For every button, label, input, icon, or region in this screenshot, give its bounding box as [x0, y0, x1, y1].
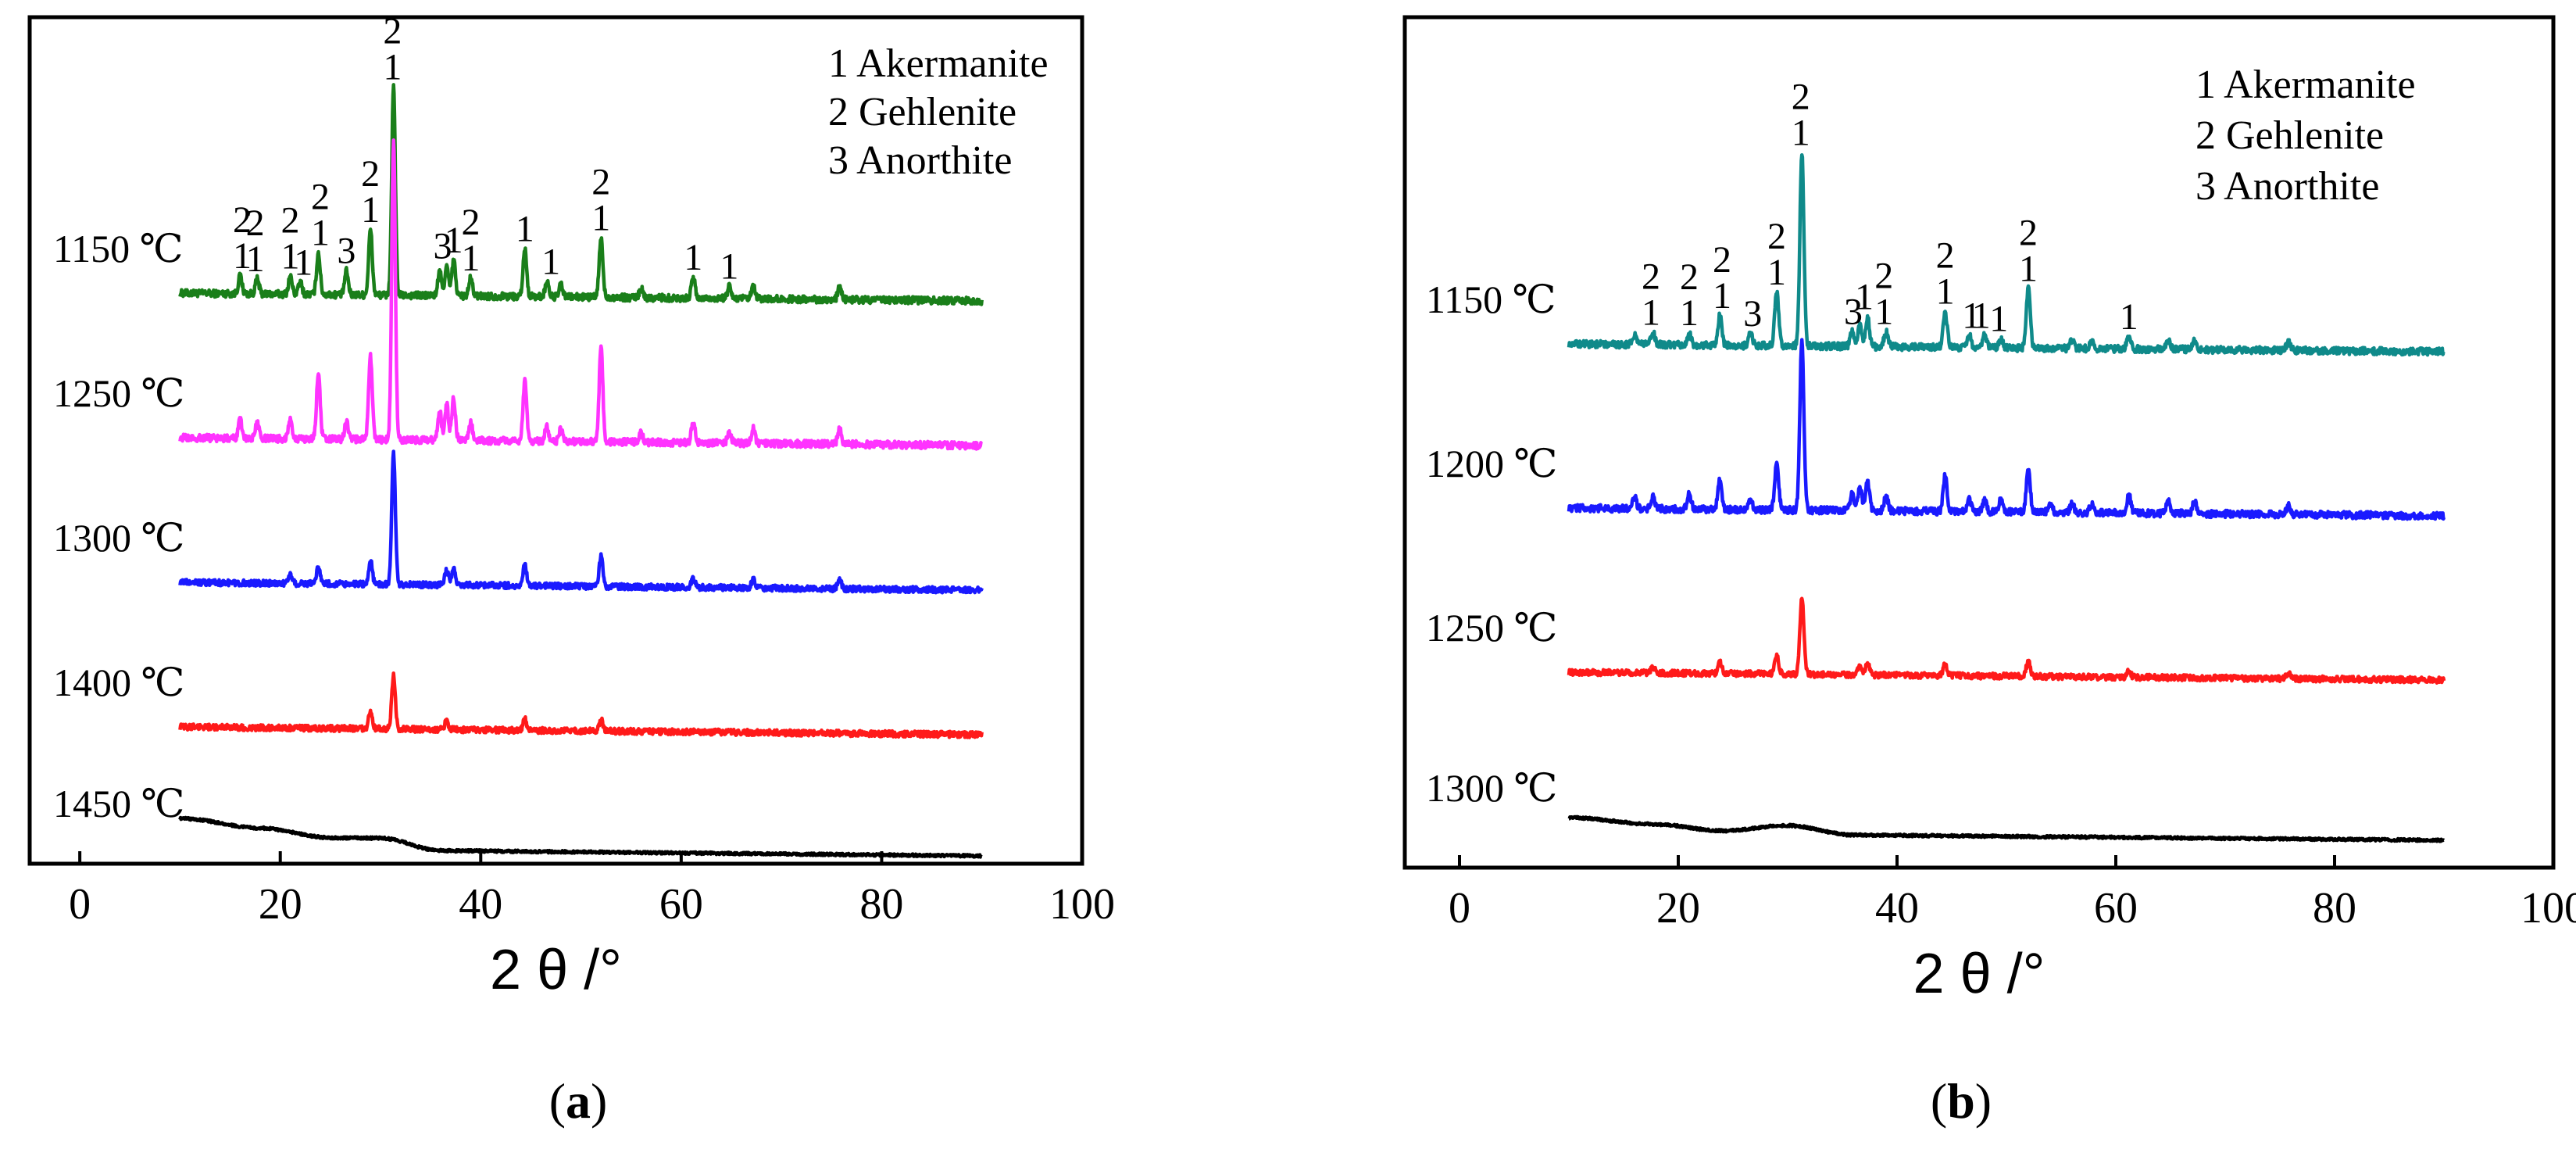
peak-annotation: 1 [1680, 292, 1699, 334]
peak-annotation: 1 [311, 213, 330, 254]
peak-annotation: 1 [1767, 252, 1786, 293]
series-line [178, 138, 984, 451]
peak-annotation: 1 [720, 246, 738, 288]
x-tick-label: 20 [259, 880, 302, 929]
peak-annotation: 1 [281, 236, 300, 277]
peak-annotation: 2 [383, 11, 402, 52]
peak-annotation: 3 [434, 225, 452, 267]
peak-annotation: 1 [541, 242, 560, 283]
series-line [1567, 596, 2446, 685]
peak-annotation: 1 [516, 209, 534, 250]
peak-annotation: 1 [246, 238, 265, 280]
x-tick-label: 60 [2094, 884, 2138, 933]
panel-b-caption: (b) [1931, 1073, 1992, 1129]
x-tick-label: 0 [69, 880, 91, 929]
peak-annotation: 2 [233, 199, 252, 241]
x-tick-label: 40 [459, 880, 502, 929]
x-axis-title: 2 θ /° [1913, 943, 2045, 1005]
panel-a-caption: (a) [549, 1073, 608, 1129]
peak-annotation: 1 [591, 197, 610, 238]
peak-annotation: 1 [1642, 292, 1660, 334]
peak-annotation: 2 [1680, 256, 1699, 298]
x-tick-label: 0 [1449, 884, 1470, 933]
series-line [1567, 152, 2446, 357]
peak-annotation: 1 [1713, 275, 1731, 317]
peak-annotation: 2 [1713, 239, 1731, 281]
peak-annotation: 2 [1792, 77, 1810, 118]
series-temperature-label: 1300 ℃ [53, 516, 184, 560]
legend-entry: 1 Akermanite [828, 41, 1049, 86]
legend-entry: 2 Gehlenite [2195, 113, 2384, 158]
peak-annotation: 2 [2019, 212, 2038, 253]
peak-annotation: 2 [361, 153, 380, 195]
peak-annotation: 1 [383, 47, 402, 88]
series-temperature-label: 1150 ℃ [1426, 277, 1556, 321]
peak-annotation: 2 [461, 202, 480, 243]
x-tick-label: 40 [1875, 884, 1919, 933]
series-line [178, 449, 984, 595]
x-tick-label: 100 [1049, 880, 1115, 929]
series-temperature-label: 1200 ℃ [1426, 442, 1557, 485]
plot-frame [27, 15, 1084, 866]
series-temperature-label: 1150 ℃ [53, 227, 184, 270]
x-tick-label: 60 [659, 880, 703, 929]
peak-annotation: 1 [361, 189, 380, 231]
plot-frame [1402, 15, 2556, 870]
peak-annotation: 2 [1642, 256, 1660, 298]
series-line [178, 815, 984, 859]
legend-entry: 2 Gehlenite [828, 90, 1016, 134]
series-temperature-label: 1250 ℃ [1426, 606, 1557, 650]
series-line [1567, 338, 2446, 521]
peak-annotation: 2 [311, 177, 330, 218]
x-axis-title: 2 θ /° [490, 939, 622, 1001]
peak-annotation: 2 [281, 200, 300, 242]
series-temperature-label: 1250 ℃ [53, 371, 184, 415]
peak-annotation: 1 [2019, 248, 2038, 289]
peak-annotation: 1 [294, 242, 313, 283]
peak-annotation: 1 [1792, 113, 1810, 154]
series-temperature-label: 1300 ℃ [1426, 766, 1557, 810]
peak-annotation: 1 [2120, 296, 2138, 338]
series-temperature-label: 1450 ℃ [53, 782, 184, 825]
peak-annotation: 1 [684, 237, 702, 278]
peak-annotation: 2 [1767, 216, 1786, 257]
peak-annotation: 1 [1874, 292, 1893, 333]
legend-entry: 3 Anorthite [828, 138, 1012, 183]
peak-annotation: 2 [591, 161, 610, 202]
peak-annotation: 1 [1972, 295, 1991, 337]
series-temperature-label: 1400 ℃ [53, 660, 184, 704]
x-tick-label: 100 [2521, 884, 2576, 933]
peak-annotation: 1 [445, 220, 463, 261]
peak-annotation: 3 [337, 231, 355, 272]
panel-b: 0 20 40 60 80 100 2 θ /° 1 Akermanite 2 Gehlenit… [1402, 15, 2576, 1005]
series-line [178, 83, 984, 306]
x-tick-label: 80 [859, 880, 903, 929]
peak-annotation: 3 [1743, 293, 1762, 335]
legend-entry: 3 Anorthite [2195, 164, 2379, 209]
peak-annotation: 1 [461, 238, 480, 279]
x-tick-label: 80 [2313, 884, 2356, 933]
legend-entry: 1 Akermanite [2195, 63, 2416, 107]
series-line [1567, 814, 2446, 843]
series-line [178, 671, 984, 739]
peak-annotation: 2 [246, 202, 265, 244]
x-tick-label: 20 [1656, 884, 1700, 933]
peak-annotation: 2 [1936, 235, 1955, 277]
peak-annotation: 3 [1844, 291, 1863, 332]
peak-annotation: 1 [1936, 271, 1955, 313]
peak-annotation: 1 [233, 235, 252, 277]
peak-annotation: 1 [1962, 295, 1981, 336]
peak-annotation: 1 [1855, 276, 1874, 317]
peak-annotation: 1 [1989, 299, 2008, 340]
peak-annotation: 2 [1874, 256, 1893, 297]
